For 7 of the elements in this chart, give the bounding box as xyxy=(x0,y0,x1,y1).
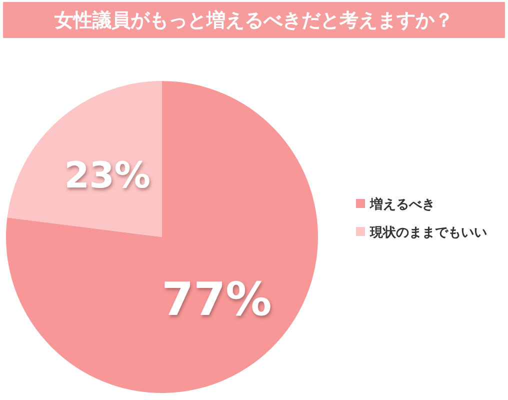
legend-label: 増えるべき xyxy=(369,196,435,213)
pie-slice xyxy=(6,81,318,393)
chart-title: 女性議員がもっと増えるべきだと考えますか？ xyxy=(54,10,454,32)
data-label: 77% xyxy=(162,272,272,326)
legend-label: 現状のままでもいい xyxy=(369,226,487,241)
pie-slice xyxy=(7,81,162,237)
data-label: 23% xyxy=(64,156,150,197)
